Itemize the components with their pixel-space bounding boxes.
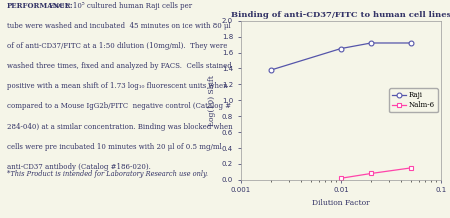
Text: *This Product is intended for Laboratory Research use only.: *This Product is intended for Laboratory… [7,170,208,178]
Text: cells were pre incubated 10 minutes with 20 μl of 0.5 mg/ml: cells were pre incubated 10 minutes with… [7,143,221,151]
Text: PERFORMANCE:: PERFORMANCE: [7,2,73,10]
Raji [408,42,414,44]
Text: Five x 10⁵ cultured human Raji cells per: Five x 10⁵ cultured human Raji cells per [48,2,193,10]
Raji [268,69,274,71]
Text: tube were washed and incubated  45 minutes on ice with 80 μl: tube were washed and incubated 45 minute… [7,22,230,30]
Title: Binding of anti-CD37/FITC to human cell lines: Binding of anti-CD37/FITC to human cell … [231,10,450,19]
Raji [368,42,373,44]
Text: of of anti-CD37/FITC at a 1:50 dilution (10mg/ml).  They were: of of anti-CD37/FITC at a 1:50 dilution … [7,42,227,50]
Line: Nalm-6: Nalm-6 [338,165,413,181]
Raji [338,47,344,50]
Legend: Raji, Nalm-6: Raji, Nalm-6 [389,89,437,112]
Text: 284-040) at a similar concentration. Binding was blocked when: 284-040) at a similar concentration. Bin… [7,123,232,131]
Nalm-6 [338,177,344,180]
X-axis label: Dilution Factor: Dilution Factor [312,199,370,207]
Nalm-6 [408,167,414,169]
Line: Raji: Raji [269,41,413,72]
Text: positive with a mean shift of 1.73 log₁₀ fluorescent units when: positive with a mean shift of 1.73 log₁₀… [7,82,227,90]
Text: anti-CD37 antibody (Catalog #186-020).: anti-CD37 antibody (Catalog #186-020). [7,163,151,171]
Text: washed three times, fixed and analyzed by FACS.  Cells stained: washed three times, fixed and analyzed b… [7,62,231,70]
Text: compared to a Mouse IgG2b/FITC  negative control (Catalog #: compared to a Mouse IgG2b/FITC negative … [7,102,231,111]
Nalm-6 [368,172,373,175]
Y-axis label: Log(10) Shift: Log(10) Shift [208,75,216,126]
